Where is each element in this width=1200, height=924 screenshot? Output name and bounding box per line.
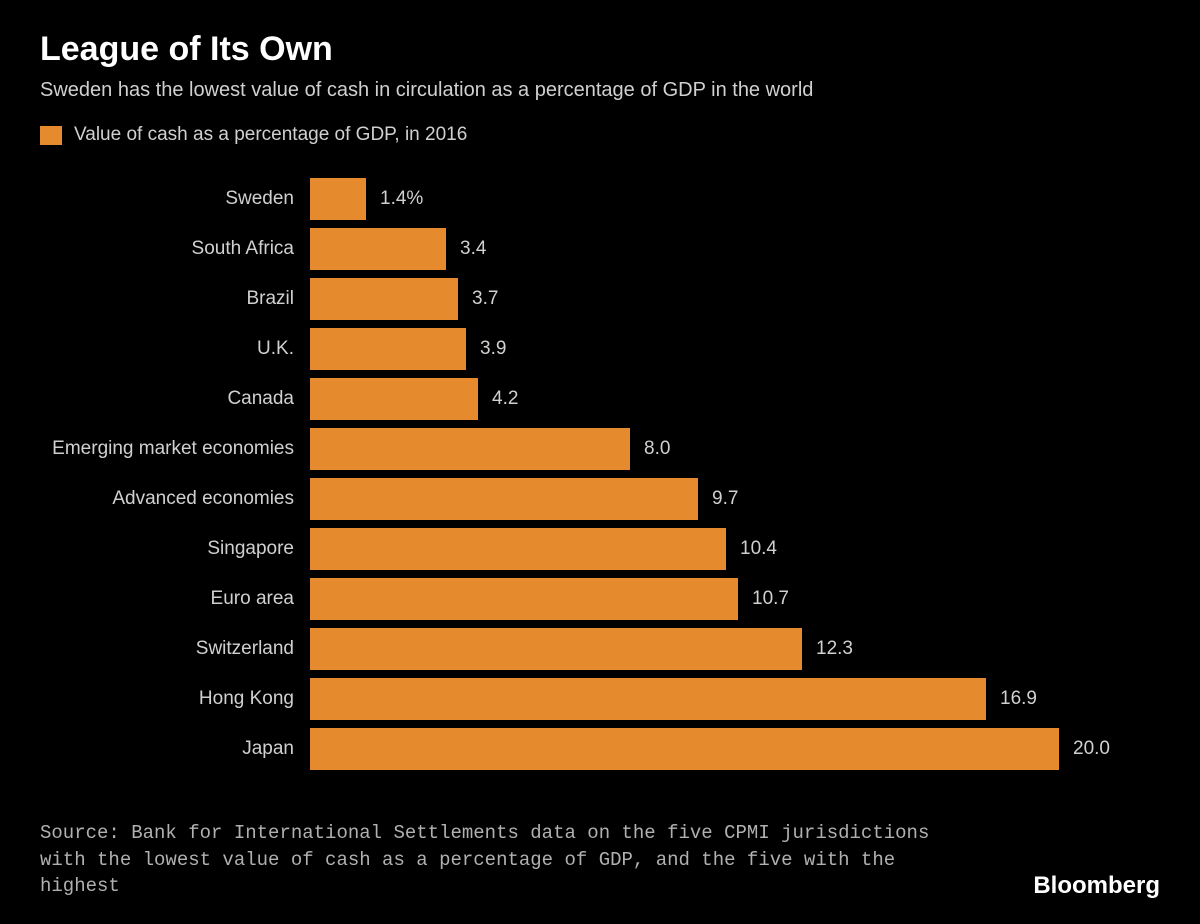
bar-value-label: 20.0 xyxy=(1073,738,1110,760)
bar-track: 20.0 xyxy=(310,724,1110,774)
bar xyxy=(310,178,366,220)
bar-value-label: 3.9 xyxy=(480,338,506,360)
bar xyxy=(310,328,466,370)
bar-track: 1.4% xyxy=(310,174,1110,224)
bar-value-label: 10.4 xyxy=(740,538,777,560)
bar-row: Japan 20.0 xyxy=(50,724,1150,774)
bar xyxy=(310,528,726,570)
legend-label: Value of cash as a percentage of GDP, in… xyxy=(74,124,467,146)
bar-track: 3.9 xyxy=(310,324,1110,374)
bar xyxy=(310,228,446,270)
bar-row: Advanced economies 9.7 xyxy=(50,474,1150,524)
bar-value-label: 1.4% xyxy=(380,188,423,210)
bar xyxy=(310,378,478,420)
bar-row: Sweden 1.4% xyxy=(50,174,1150,224)
bar-row: Emerging market economies 8.0 xyxy=(50,424,1150,474)
bar-category-label: Brazil xyxy=(50,288,310,310)
bar-value-label: 16.9 xyxy=(1000,688,1037,710)
bar-category-label: Japan xyxy=(50,738,310,760)
bar-row: Singapore 10.4 xyxy=(50,524,1150,574)
bar xyxy=(310,628,802,670)
bar-track: 10.7 xyxy=(310,574,1110,624)
bar-chart: Sweden 1.4% South Africa 3.4 Brazil 3.7 U.K. 3.… xyxy=(40,174,1160,774)
bar xyxy=(310,428,630,470)
bar-value-label: 8.0 xyxy=(644,438,670,460)
bar xyxy=(310,278,458,320)
bar-value-label: 12.3 xyxy=(816,638,853,660)
bar-track: 4.2 xyxy=(310,374,1110,424)
bar-category-label: Switzerland xyxy=(50,638,310,660)
bar-category-label: South Africa xyxy=(50,238,310,260)
bar-row: U.K. 3.9 xyxy=(50,324,1150,374)
bar-value-label: 3.4 xyxy=(460,238,486,260)
chart-title: League of Its Own xyxy=(40,30,1160,69)
bar-row: South Africa 3.4 xyxy=(50,224,1150,274)
bar-row: Brazil 3.7 xyxy=(50,274,1150,324)
bar-category-label: Canada xyxy=(50,388,310,410)
bar-track: 9.7 xyxy=(310,474,1110,524)
bar-row: Euro area 10.7 xyxy=(50,574,1150,624)
brand-label: Bloomberg xyxy=(1033,872,1160,900)
bar-category-label: U.K. xyxy=(50,338,310,360)
bar-row: Switzerland 12.3 xyxy=(50,624,1150,674)
bar-value-label: 4.2 xyxy=(492,388,518,410)
bar-category-label: Singapore xyxy=(50,538,310,560)
bar-row: Hong Kong 16.9 xyxy=(50,674,1150,724)
bar-row: Canada 4.2 xyxy=(50,374,1150,424)
bar xyxy=(310,728,1059,770)
bar-value-label: 3.7 xyxy=(472,288,498,310)
bar-track: 8.0 xyxy=(310,424,1110,474)
legend-swatch xyxy=(40,126,62,145)
bar-category-label: Hong Kong xyxy=(50,688,310,710)
bar xyxy=(310,678,986,720)
bar-value-label: 9.7 xyxy=(712,488,738,510)
bar-track: 3.7 xyxy=(310,274,1110,324)
chart-subtitle: Sweden has the lowest value of cash in c… xyxy=(40,79,1160,102)
bar-track: 3.4 xyxy=(310,224,1110,274)
bar xyxy=(310,578,738,620)
bar-category-label: Advanced economies xyxy=(50,488,310,510)
bar-track: 10.4 xyxy=(310,524,1110,574)
bar-category-label: Emerging market economies xyxy=(50,438,310,460)
bar-category-label: Sweden xyxy=(50,188,310,210)
bar-track: 16.9 xyxy=(310,674,1110,724)
bar-track: 12.3 xyxy=(310,624,1110,674)
bar-category-label: Euro area xyxy=(50,588,310,610)
source-text: Source: Bank for International Settlemen… xyxy=(40,820,960,900)
bar xyxy=(310,478,698,520)
legend: Value of cash as a percentage of GDP, in… xyxy=(40,124,1160,146)
bar-value-label: 10.7 xyxy=(752,588,789,610)
